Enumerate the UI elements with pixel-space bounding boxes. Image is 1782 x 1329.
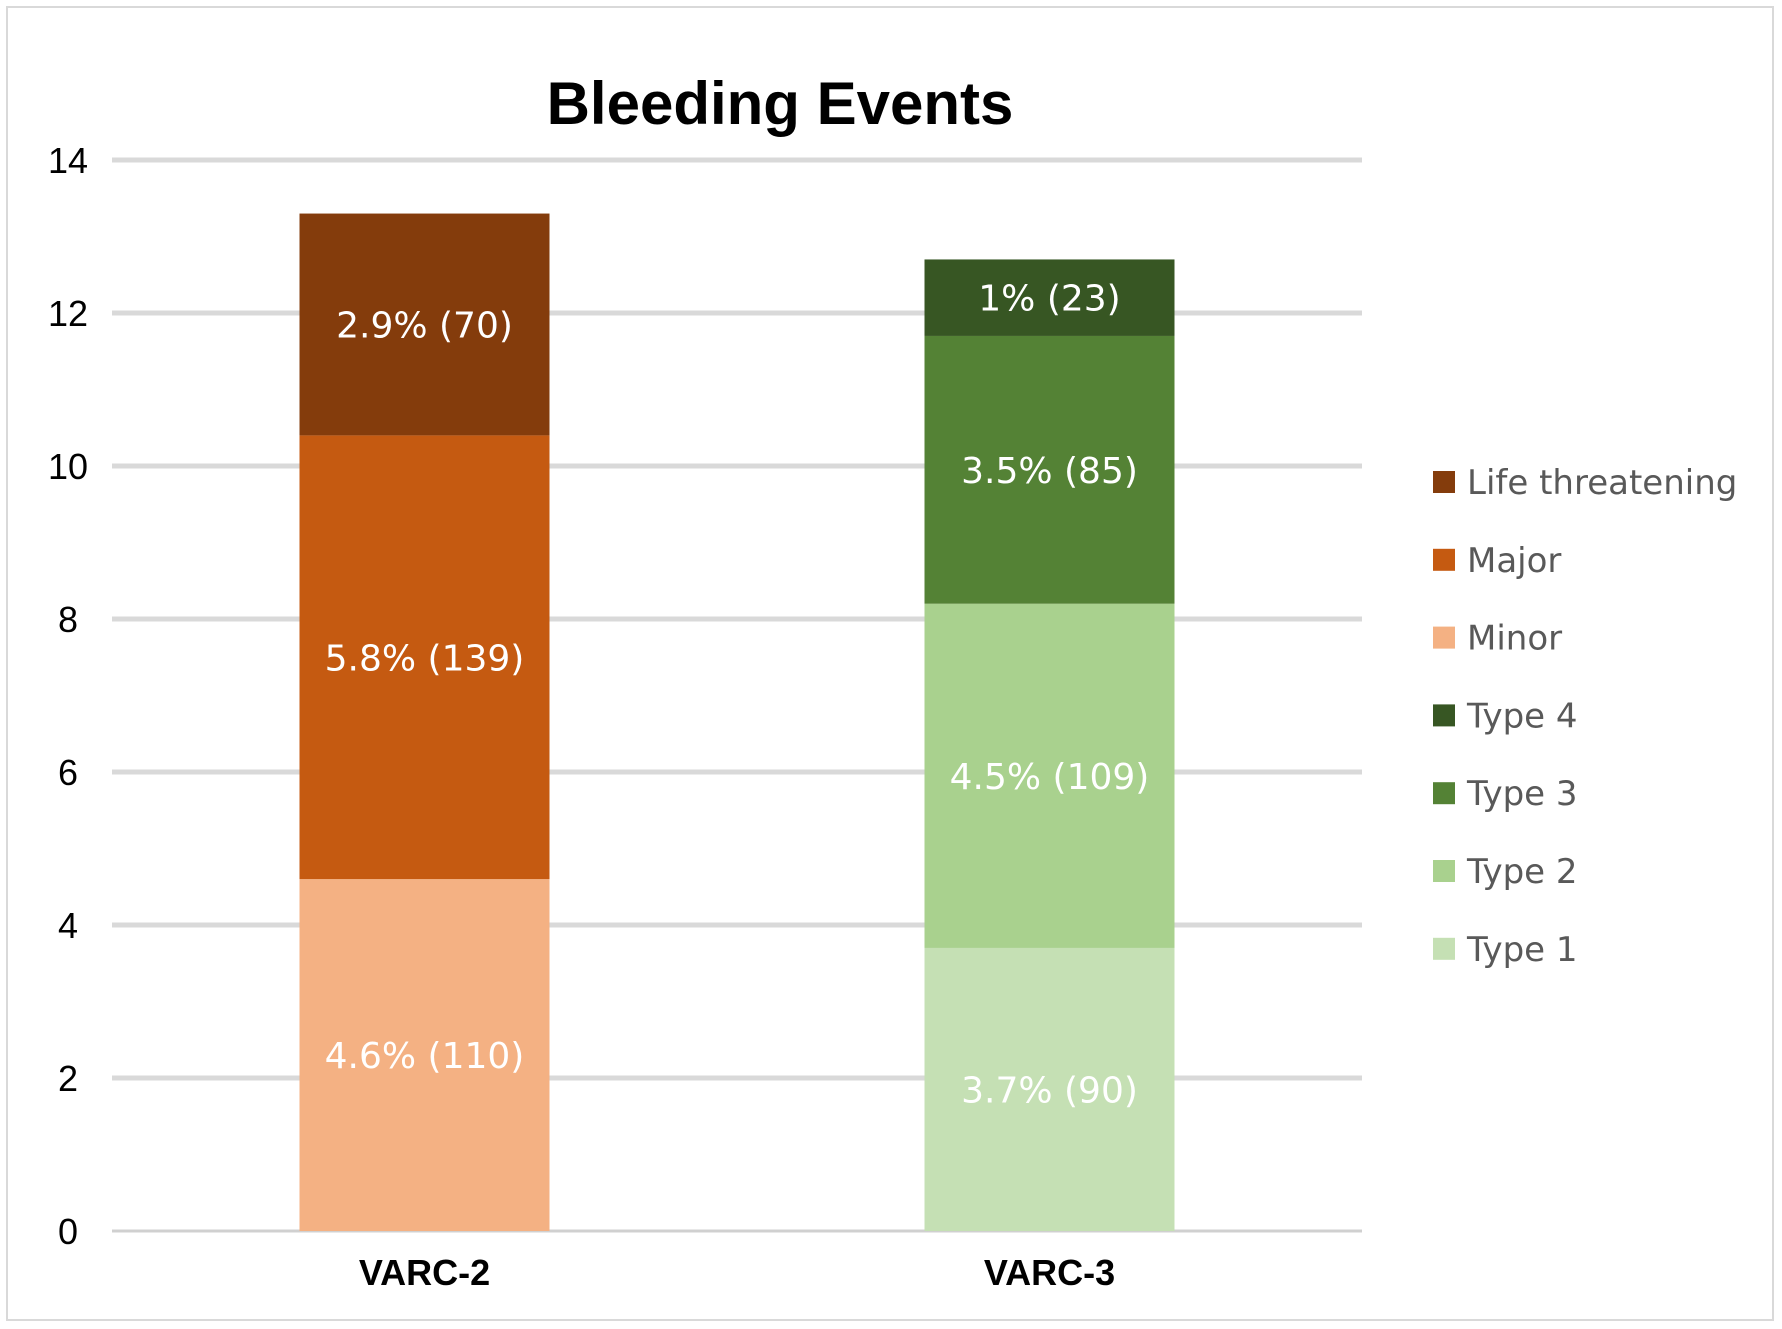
y-tick-label: 8 (58, 599, 78, 640)
y-tick-label: 0 (58, 1211, 78, 1252)
legend-label-life-threatening: Life threatening (1467, 463, 1737, 503)
data-label-type-4: 1% (23) (978, 279, 1120, 320)
chart-title: Bleeding Events (547, 70, 1014, 137)
data-label-type-1: 3.7% (90) (961, 1070, 1138, 1111)
legend-swatch-type-1 (1433, 937, 1455, 960)
legend-swatch-type-3 (1433, 782, 1455, 805)
bar-stacks: 4.6% (110) 5.8% (139) 2.9% (70) 3.7% (90) 4.… (299, 213, 1175, 1231)
bar-segment-type-1 (924, 947, 1175, 1231)
x-axis-ticks: VARC-2 VARC-3 (359, 1252, 1115, 1293)
bar-segment-type-2 (924, 603, 1175, 948)
bar-segment-minor (299, 879, 550, 1231)
legend-swatch-minor (1433, 626, 1455, 649)
data-label-life-threatening: 2.9% (70) (336, 305, 513, 346)
y-tick-label: 2 (58, 1058, 78, 1099)
bar-segment-life-threatening (299, 213, 550, 436)
data-label-major: 5.8% (139) (325, 638, 525, 679)
x-tick-label: VARC-2 (359, 1252, 490, 1293)
bar-segment-major (299, 435, 550, 880)
legend-label-minor: Minor (1467, 619, 1562, 659)
legend-label-type-3: Type 3 (1466, 774, 1578, 814)
y-tick-label: 6 (58, 752, 78, 793)
y-tick-label: 12 (48, 293, 88, 334)
bar-segment-type-4 (924, 259, 1175, 336)
legend-label-type-2: Type 2 (1466, 852, 1578, 892)
y-tick-label: 14 (48, 140, 88, 181)
y-axis-ticks: 0 2 4 6 8 10 12 14 (48, 140, 88, 1252)
data-label-minor: 4.6% (110) (325, 1036, 525, 1077)
bar-segment-type-3 (924, 335, 1175, 604)
legend-label-major: Major (1467, 541, 1561, 581)
y-tick-label: 4 (58, 905, 78, 946)
y-tick-label: 10 (48, 446, 88, 487)
legend-label-type-1: Type 1 (1466, 930, 1578, 970)
legend-swatch-major (1433, 548, 1455, 571)
legend-swatch-life-threatening (1433, 471, 1455, 493)
legend: Life threatening Major Minor Type 4 Type 3 Ty… (1433, 463, 1737, 970)
data-label-type-2: 4.5% (109) (950, 757, 1150, 798)
legend-swatch-type-2 (1433, 860, 1455, 882)
legend-label-type-4: Type 4 (1466, 696, 1578, 736)
data-label-type-3: 3.5% (85) (961, 451, 1138, 492)
legend-swatch-type-4 (1433, 704, 1455, 727)
x-tick-label: VARC-3 (984, 1252, 1115, 1293)
